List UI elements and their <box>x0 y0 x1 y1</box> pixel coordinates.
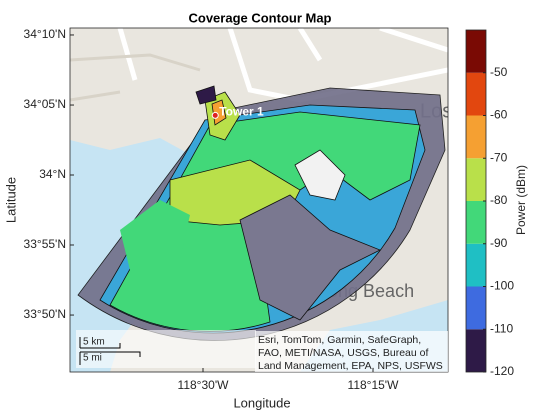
colorbar-band <box>466 115 486 159</box>
scale-label: 5 km <box>83 337 105 348</box>
colorbar-tick-label: -90 <box>490 236 508 250</box>
map-title: Coverage Contour Map <box>188 10 331 25</box>
attribution-bg <box>255 331 448 372</box>
scale-bar: 5 km 5 mi <box>76 330 256 368</box>
colorbar-tick-label: -120 <box>490 364 514 378</box>
y-tick-label: 34°N <box>39 167 66 181</box>
tower-marker <box>211 111 219 119</box>
x-tick-label: 118°30'W <box>178 378 230 392</box>
coverage-contours <box>77 85 446 341</box>
colorbar-band <box>466 30 486 73</box>
x-tick-label: 118°15'W <box>348 378 400 392</box>
colorbar-tick-label: -50 <box>490 65 508 79</box>
y-axis-label: Latitude <box>3 177 18 223</box>
scale-label: 5 mi <box>83 353 102 364</box>
colorbar-tick-label: -70 <box>490 150 508 164</box>
colorbar-tick-label: -60 <box>490 108 508 122</box>
attribution: Land Management, EPA, NPS, USFWS <box>258 360 443 372</box>
colorbar-label: Power (dBm) <box>514 165 528 235</box>
y-tick-label: 33°50'N <box>24 307 66 321</box>
y-tick-label: 34°05'N <box>24 97 66 111</box>
colorbar-tick-label: -110 <box>490 321 513 335</box>
colorbar-band <box>466 72 486 116</box>
colorbar-tick-label: -80 <box>490 193 508 207</box>
colorbar-band <box>466 243 486 287</box>
y-tick-label: 34°10'N <box>24 27 66 41</box>
colorbar-band <box>466 286 486 330</box>
colorbar-tick-label: -100 <box>490 279 514 293</box>
y-tick-label: 33°55'N <box>24 237 66 251</box>
attribution: Esri, TomTom, Garmin, SafeGraph, <box>258 334 421 346</box>
tower-label: Tower 1 <box>219 105 264 119</box>
attribution: FAO, METI/NASA, USGS, Bureau of <box>258 347 428 359</box>
x-axis-label: Longitude <box>233 395 290 410</box>
colorbar-band <box>466 201 486 244</box>
colorbar-band <box>466 158 486 201</box>
colorbar-band <box>466 329 486 372</box>
